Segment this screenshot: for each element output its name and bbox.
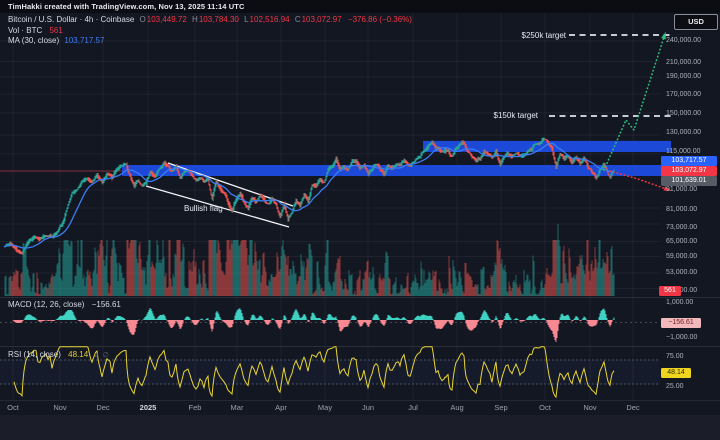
volume-label[interactable]: Vol · BTC	[8, 25, 43, 35]
price-axis-label: 150,000.00	[666, 110, 702, 117]
open-label: O	[139, 15, 146, 24]
price-axis-label: 115,000.00	[666, 148, 701, 155]
ma-label[interactable]: MA (30, close)	[8, 35, 60, 45]
bullish-flag-label[interactable]: Bullish flag	[184, 204, 223, 213]
price-axis-label: 65,000.00	[666, 238, 698, 245]
symbol-legend[interactable]: Bitcoin / U.S. Dollar · 4h · Coinbase O1…	[8, 15, 412, 25]
indicator-menu-icon[interactable]: ∅	[102, 352, 109, 359]
attribution-bar: TimHakki created with TradingView.com, N…	[0, 0, 720, 13]
high-value: 103,784.30	[198, 15, 239, 24]
time-axis-label: Mar	[230, 403, 244, 412]
target-150k-label[interactable]: $150k target	[493, 111, 538, 120]
price-axis-label: 210,000.00	[666, 59, 702, 66]
volume-value-badge: 561	[659, 286, 681, 296]
price-axis-label: 130,000.00	[666, 129, 702, 136]
time-axis-label: Nov	[583, 403, 597, 412]
time-axis-label: Oct	[7, 403, 19, 412]
price-axis-label: 53,000.00	[666, 269, 698, 276]
price-axis-value-badge: 103,717.57	[661, 156, 717, 166]
rsi-value: 48.14	[68, 350, 89, 359]
time-axis-label: Feb	[188, 403, 202, 412]
hide-indicator-icon[interactable]: ø	[94, 352, 99, 359]
price-axis-label: 59,000.00	[666, 253, 698, 260]
time-axis-label: Dec	[96, 403, 110, 412]
symbol-title[interactable]: Bitcoin / U.S. Dollar · 4h · Coinbase	[8, 15, 135, 24]
close-value: 103,072.97	[301, 15, 342, 24]
price-axis-value-badge: 103,072.97	[661, 166, 717, 176]
rsi-legend[interactable]: RSI (14, close) 48.14 ø ∅	[8, 350, 109, 361]
time-axis-label: Dec	[626, 403, 640, 412]
price-axis-label: 91,000.00	[666, 186, 698, 193]
macd-axis-label: −1,000.00	[666, 334, 698, 341]
supply-zone-2	[423, 140, 671, 152]
time-axis[interactable]	[0, 400, 720, 415]
footer-bar: TradingView	[0, 415, 720, 440]
high-label: H	[192, 15, 198, 24]
rsi-axis-label: 25.00	[666, 383, 684, 390]
macd-axis-label: 1,000.00	[666, 299, 694, 306]
target-250k-label[interactable]: $250k target	[521, 31, 566, 40]
currency-toggle-button[interactable]: USD	[674, 14, 718, 30]
time-axis-label: Sep	[494, 403, 508, 412]
macd-value: −156.61	[91, 300, 121, 309]
low-label: L	[244, 15, 249, 24]
price-axis-label: 73,000.00	[666, 224, 698, 231]
open-value: 103,449.72	[146, 15, 187, 24]
supply-zone-1	[122, 165, 671, 176]
macd-legend[interactable]: MACD (12, 26, close) −156.61	[8, 300, 121, 310]
low-value: 102,516.94	[249, 15, 290, 24]
macd-label[interactable]: MACD (12, 26, close)	[8, 300, 85, 309]
rsi-label[interactable]: RSI (14, close)	[8, 350, 61, 359]
time-axis-label: Oct	[539, 403, 551, 412]
time-axis-label: Apr	[275, 403, 287, 412]
volume-value: 561	[49, 25, 63, 35]
change-value: −376.86 (−0.36%)	[347, 15, 412, 24]
attribution-text: TimHakki created with TradingView.com, N…	[8, 2, 245, 11]
time-axis-label: Aug	[450, 403, 464, 412]
time-axis-label: 2025	[139, 403, 157, 412]
volume-legend[interactable]: Vol · BTC 561	[8, 26, 63, 36]
time-axis-label: Nov	[53, 403, 67, 412]
rsi-axis-label: 75.00	[666, 353, 684, 360]
price-axis-label: 81,000.00	[666, 206, 698, 213]
close-label: C	[294, 15, 301, 24]
price-axis-value-badge: 101,639.01	[661, 176, 717, 186]
price-axis-label: 240,000.00	[666, 37, 702, 44]
ma-value: 103,717.57	[64, 35, 105, 45]
price-axis-label: 48,000.00	[666, 287, 698, 294]
rsi-value-badge: 48.14	[661, 368, 691, 378]
time-axis-label: Jul	[408, 403, 418, 412]
price-axis-label: 170,000.00	[666, 91, 702, 98]
macd-value-badge: −156.61	[661, 318, 701, 328]
time-axis-label: Jun	[361, 403, 375, 412]
price-axis-label: 190,000.00	[666, 73, 702, 80]
ma-legend[interactable]: MA (30, close) 103,717.57	[8, 36, 104, 46]
time-axis-label: May	[317, 403, 333, 412]
